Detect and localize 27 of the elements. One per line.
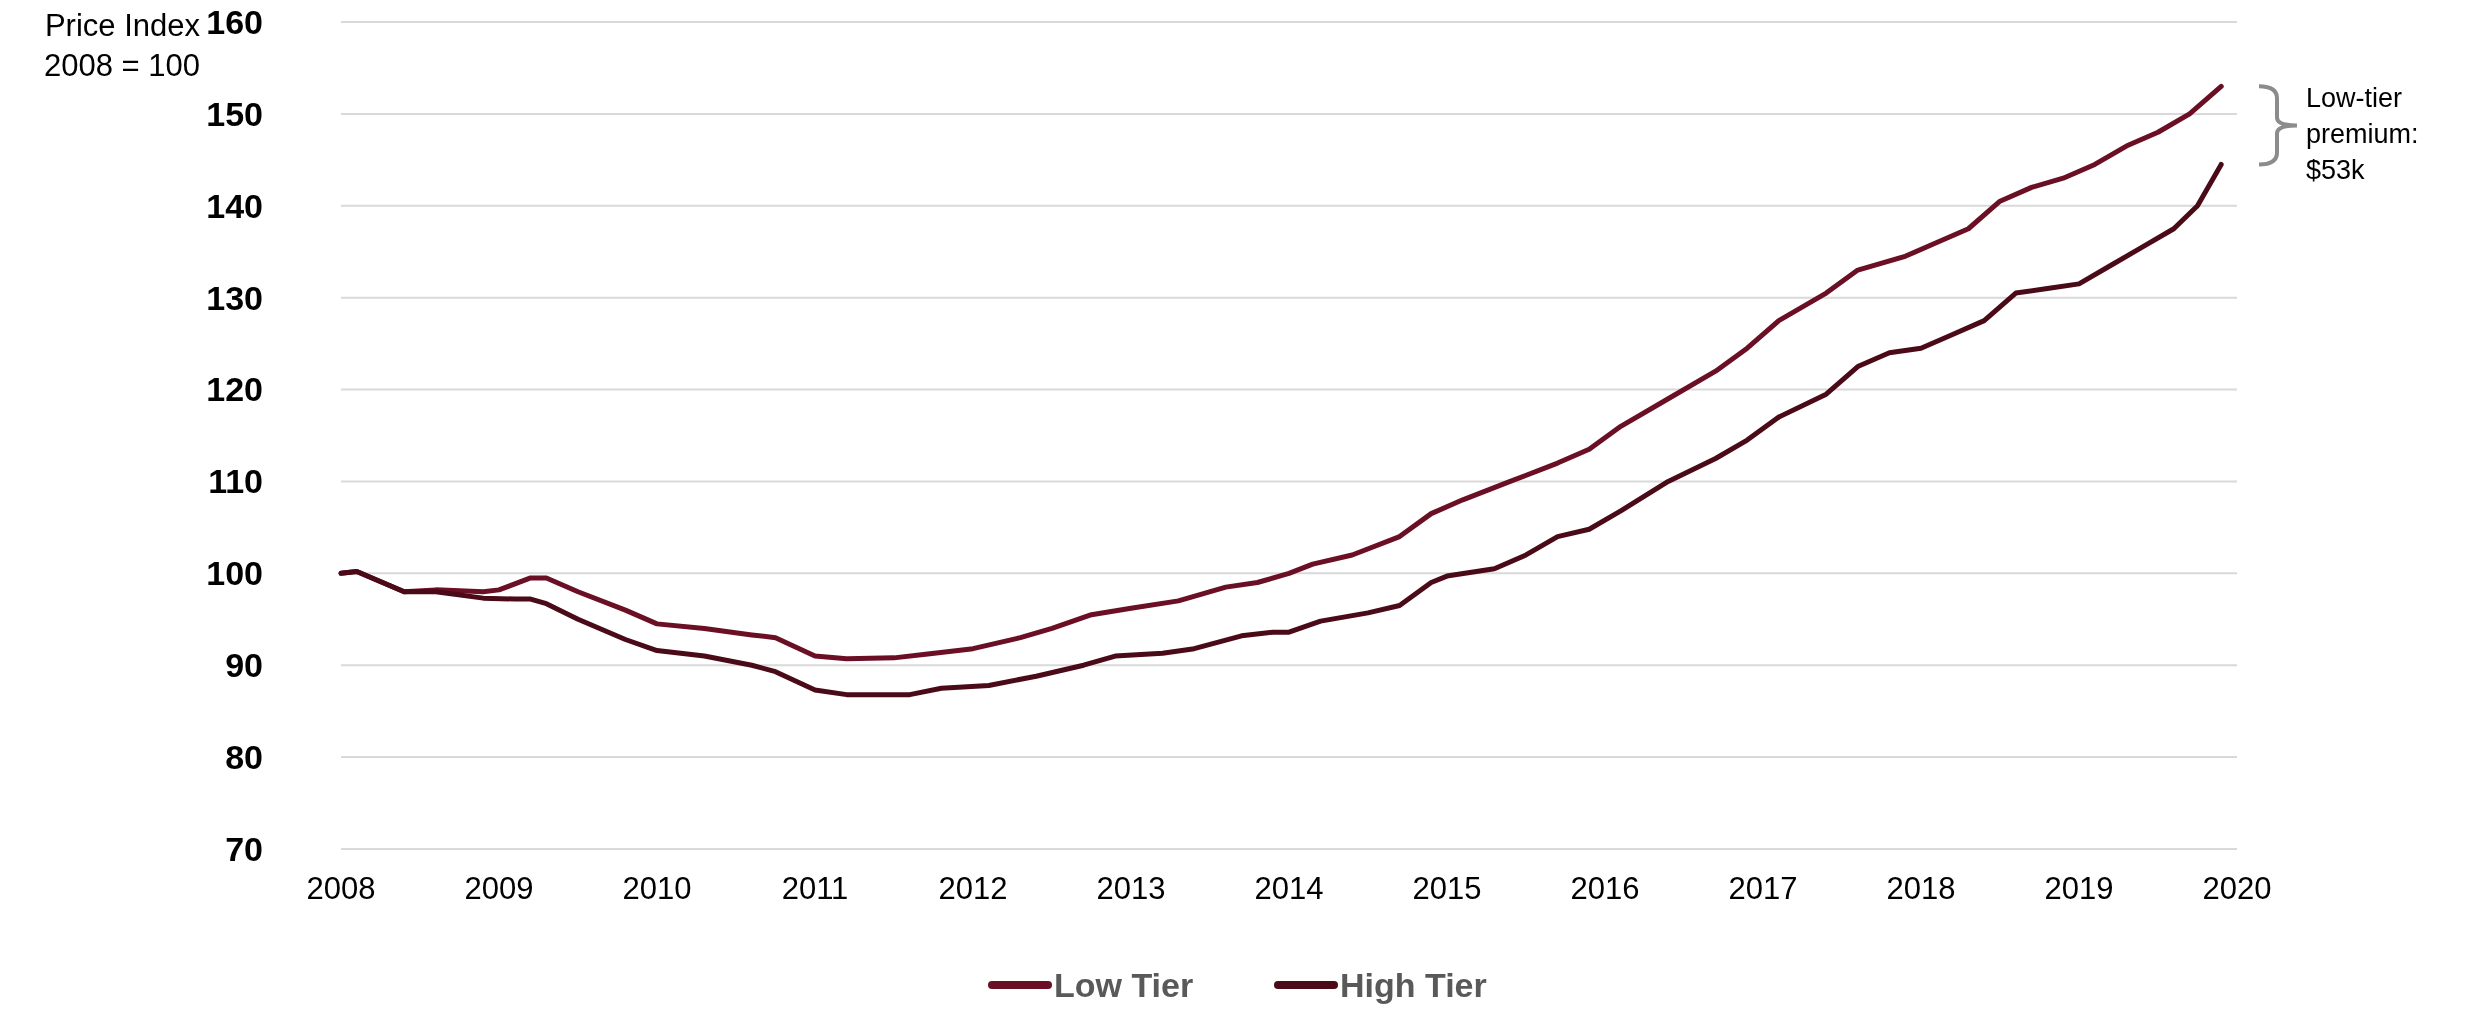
y-tick-label: 110	[208, 462, 263, 501]
x-tick-label: 2010	[622, 871, 692, 906]
x-tick-label: 2020	[2202, 871, 2272, 906]
x-tick-label: 2014	[1254, 871, 1324, 906]
y-tick-label: 160	[206, 2, 263, 41]
y-axis-title: Price Index 2008 = 100	[43, 8, 201, 83]
text: Low-tier premium: $53k	[2306, 83, 2419, 186]
y-tick-label: 100	[206, 554, 263, 593]
y-tick-label: 140	[206, 186, 263, 225]
x-tick-label: 2019	[2044, 871, 2114, 906]
x-tick-label: 2009	[464, 871, 534, 906]
x-tick-label: 2008	[306, 871, 376, 906]
x-tick-label: 2013	[1096, 871, 1166, 906]
x-tick-label: 2012	[938, 871, 1008, 906]
x-tick-label: 2011	[781, 871, 849, 906]
x-tick-label: 2016	[1570, 871, 1640, 906]
y-tick-label: 130	[206, 278, 263, 317]
y-tick-label: 150	[206, 94, 263, 133]
y-tick-label: 120	[206, 370, 263, 409]
x-tick-label: 2017	[1728, 871, 1798, 906]
legend-label: High Tier	[1340, 966, 1487, 1004]
x-tick-label: 2018	[1886, 871, 1956, 906]
y-tick-label: 80	[225, 738, 263, 777]
legend-label: Low Tier	[1054, 966, 1194, 1004]
y-tick-label: 90	[225, 646, 263, 685]
y-tick-label: 70	[225, 829, 263, 868]
x-tick-label: 2015	[1412, 871, 1482, 906]
